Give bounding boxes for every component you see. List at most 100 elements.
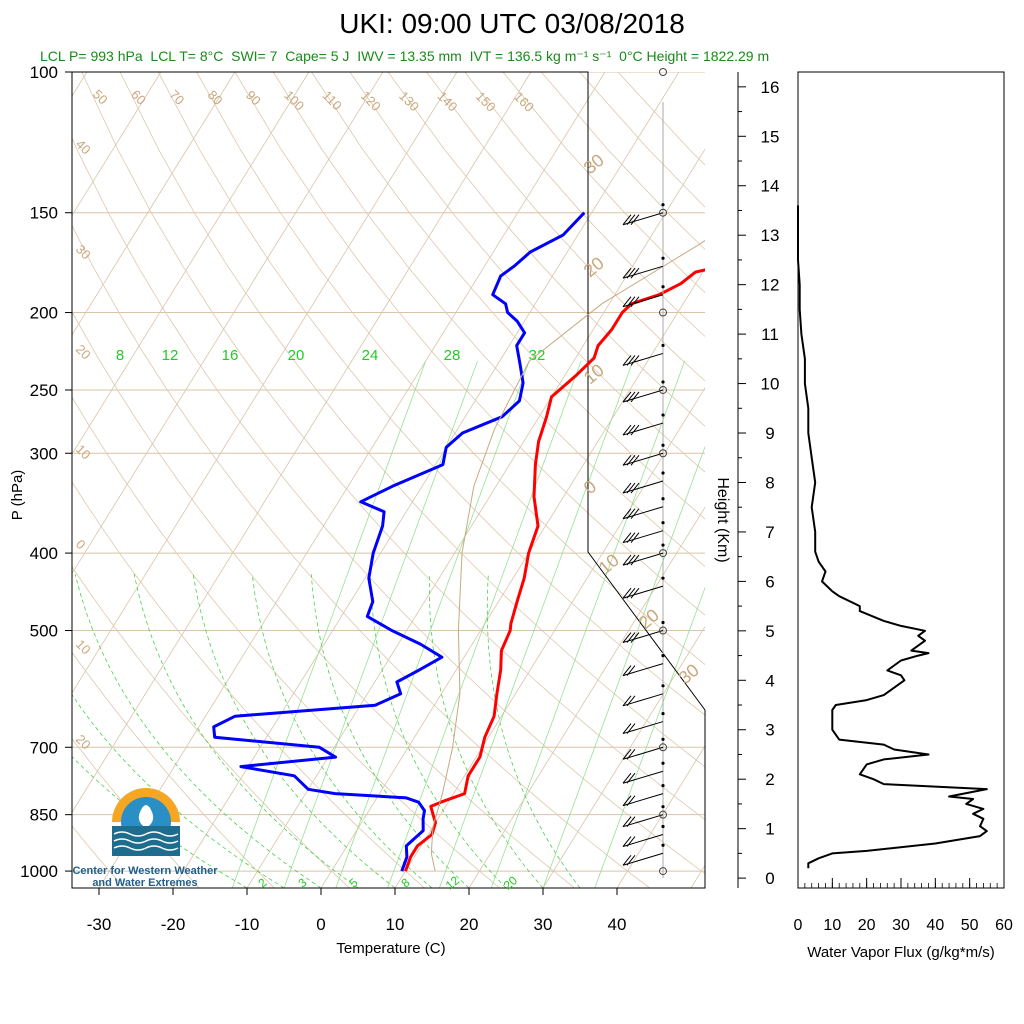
- dry-adiabat-line: [579, 72, 705, 208]
- mixing-ratio-label: 8: [116, 347, 124, 364]
- wind-barb-shaft: [622, 530, 664, 544]
- flux-frame: [797, 71, 1005, 889]
- height-tick-label: 13: [761, 226, 780, 245]
- dry-adiabat-label: 160: [511, 89, 537, 115]
- moist-adiabat-line: [74, 574, 322, 888]
- dry-adiabat-line: [311, 72, 705, 520]
- wind-calm-circle: [659, 626, 667, 635]
- wind-calm-circle: [659, 68, 667, 76]
- dry-adiabat-label: 130: [396, 88, 422, 114]
- wind-barb-shaft: [622, 265, 664, 279]
- height-tick-label: 10: [761, 375, 780, 394]
- isotherm-line: [394, 387, 705, 888]
- moist-adiabat-line: [310, 574, 470, 888]
- wind-barb-flag: [622, 296, 632, 308]
- dry-adiabat-line: [72, 137, 705, 875]
- height-tick-label: 12: [761, 276, 780, 295]
- wind-barb-flag: [622, 508, 632, 520]
- mixing-ratio-label: 20: [501, 873, 520, 893]
- wind-barb-flag: [626, 772, 636, 784]
- moist-adiabat-label: 30: [580, 150, 608, 178]
- isotherm-line: [172, 72, 680, 888]
- flux-x-tick-label: 60: [995, 917, 1013, 934]
- x-tick-label: -20: [161, 915, 186, 934]
- wind-barb-shaft: [622, 480, 664, 494]
- wind-calm-circle: [659, 867, 667, 876]
- mixing-ratio-line: [542, 445, 705, 888]
- ivt-value: IVT = 136.5 kg m⁻¹ s⁻¹: [469, 48, 612, 64]
- wind-barb-flag: [626, 532, 636, 544]
- mixing-ratio-line: [231, 360, 427, 888]
- flux-x-tick-label: 30: [892, 917, 910, 934]
- wind-level-dot: [661, 497, 665, 501]
- height-tick-label: 2: [765, 770, 774, 789]
- wind-barb-flag: [626, 665, 636, 676]
- wind-barb-flag: [630, 532, 640, 544]
- wind-barb-shaft: [622, 721, 664, 735]
- temperature-line: [404, 268, 705, 872]
- dry-adiabat-label: 50: [90, 87, 111, 108]
- logo-line-1: Center for Western Weather: [72, 865, 218, 877]
- wind-barb-flag: [626, 424, 636, 436]
- skewt-background-lines: [72, 72, 705, 888]
- moist-adiabat-label: 30: [675, 660, 703, 688]
- flux-x-tick-label: 0: [794, 917, 803, 934]
- wind-barb-flag: [630, 355, 640, 366]
- wind-level-dot: [661, 654, 665, 658]
- x-tick-label: -30: [87, 915, 112, 934]
- dry-adiabat-label: 70: [166, 87, 187, 108]
- wind-barb-flag: [622, 355, 632, 366]
- wind-barb: [622, 585, 664, 599]
- moist-adiabat-line: [486, 574, 581, 888]
- wind-barb-shaft: [622, 834, 664, 847]
- height-tick-label: 4: [765, 671, 774, 690]
- height-tick-label: 11: [761, 325, 779, 344]
- moist-adiabat-line: [192, 574, 396, 888]
- dry-adiabat-label: 110: [320, 88, 345, 113]
- dry-adiabat-line: [72, 651, 275, 888]
- wind-barb-flag: [626, 795, 636, 806]
- dry-adiabat-line: [387, 72, 705, 427]
- flux-line: [797, 205, 988, 869]
- wind-barb: [622, 265, 664, 279]
- mixing-ratio-label: 16: [222, 347, 239, 364]
- wind-barb: [622, 530, 664, 544]
- dry-adiabat-line: [72, 566, 350, 888]
- x-tick-label: 10: [386, 915, 405, 934]
- height-tick-label: 15: [761, 127, 780, 146]
- wind-barb-flag: [622, 665, 632, 676]
- dry-adiabat-line: [540, 72, 705, 250]
- isotherm-line: [72, 72, 162, 217]
- wind-barb-flag: [622, 795, 632, 806]
- dry-adiabat-label: 10: [73, 442, 94, 463]
- wind-level-dot: [661, 805, 665, 809]
- wind-barb-flag: [626, 482, 636, 494]
- dry-adiabat-line: [81, 72, 705, 821]
- wind-level-dot: [661, 843, 665, 847]
- mixing-ratio-line: [387, 360, 582, 888]
- logo-drop-icon: [138, 805, 154, 828]
- wind-level-dot: [661, 684, 665, 688]
- moist-adiabat-label: 20: [635, 605, 663, 633]
- wind-barb: [622, 552, 664, 566]
- wind-barb-flag: [622, 748, 632, 760]
- moist-adiabat-line: [72, 694, 285, 888]
- parcel-line: [430, 239, 705, 872]
- moist-adiabat-line: [133, 574, 359, 888]
- wind-barb-flag: [626, 508, 636, 520]
- wind-barb-flag: [622, 854, 632, 866]
- dry-adiabat-line: [234, 72, 705, 616]
- wind-barb: [622, 770, 664, 784]
- wind-barb-flag: [626, 391, 636, 403]
- x-axis-title: Temperature (C): [336, 940, 445, 957]
- y-tick-label: 200: [30, 304, 58, 323]
- wind-barb-shaft: [622, 352, 664, 366]
- y-tick-label: 300: [30, 444, 58, 463]
- moist-adiabat-label: 10: [595, 550, 623, 578]
- isotherm-line: [616, 745, 705, 888]
- wind-barb-flag: [622, 454, 632, 466]
- wind-calm-circle: [659, 308, 667, 317]
- x-tick-label: 30: [534, 915, 553, 934]
- dry-adiabat-line: [349, 72, 705, 473]
- dry-adiabat-line: [119, 72, 705, 768]
